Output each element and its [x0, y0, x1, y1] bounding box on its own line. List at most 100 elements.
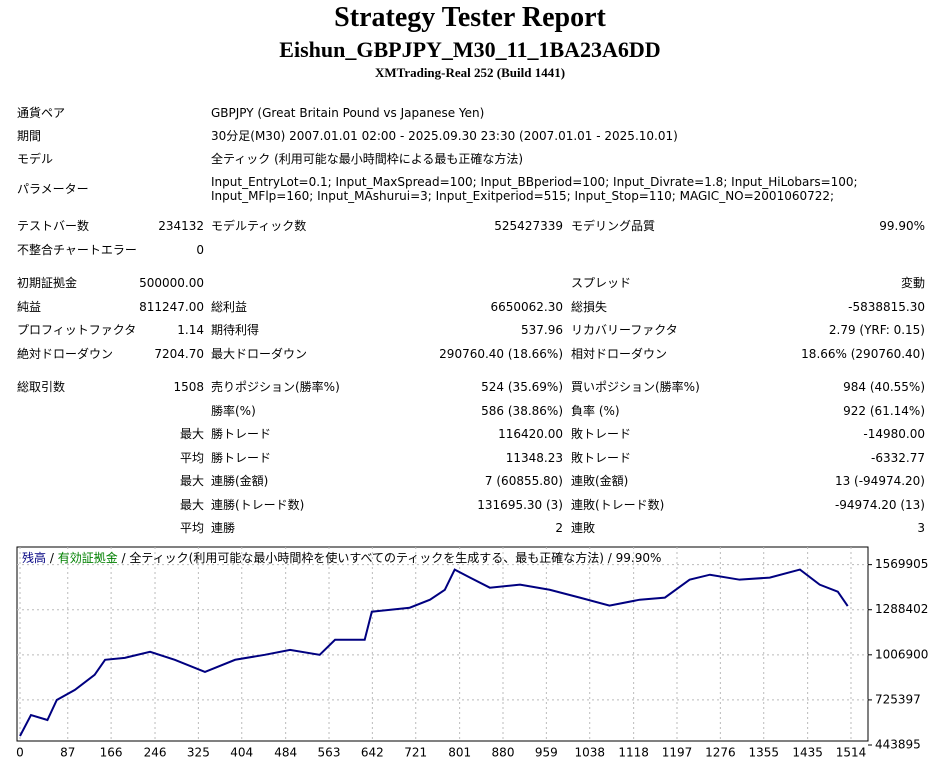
row-label: 総利益	[211, 300, 248, 314]
row-value: -94974.20 (13)	[834, 498, 925, 512]
y-tick-label: 1006900	[875, 647, 928, 661]
legend-item: 残高	[22, 550, 46, 565]
row-label: 期間	[17, 129, 42, 143]
row-label: 期待利得	[211, 323, 260, 337]
x-tick-label: 1435	[792, 746, 823, 760]
row-value: 290760.40 (18.66%)	[439, 347, 563, 361]
legend: 残高 / 有効証拠金 / 全ティック(利用可能な最小時間枠を使いすべてのティック…	[22, 550, 661, 565]
row-value: -14980.00	[863, 427, 925, 441]
row-value: 586 (38.86%)	[481, 404, 563, 418]
row-value: 全ティック (利用可能な最小時間枠による最も正確な方法)	[211, 152, 524, 166]
row-value: 500000.00	[139, 276, 204, 290]
row-value: 18.66% (290760.40)	[801, 347, 925, 361]
row-label: 不整合チャートエラー	[17, 243, 137, 257]
x-tick-label: 87	[60, 746, 75, 760]
x-tick-label: 642	[361, 746, 384, 760]
x-tick-label: 880	[492, 746, 515, 760]
row-value: 0	[196, 243, 204, 257]
row-value: GBPJPY (Great Britain Pound vs Japanese …	[211, 106, 485, 120]
y-tick-label: 1569905	[875, 557, 928, 571]
y-tick-label: 725397	[875, 692, 921, 706]
row-label: 絶対ドローダウン	[17, 347, 114, 361]
subtitle: Eishun_GBPJPY_M30_11_1BA23A6DD	[279, 37, 661, 62]
x-tick-label: 246	[144, 746, 167, 760]
row-label: 売りポジション(勝率%)	[211, 380, 340, 394]
row-value: 13 (-94974.20)	[834, 474, 925, 488]
row-value: 6650062.30	[490, 300, 563, 314]
row-value: -5838815.30	[848, 300, 925, 314]
row-value: 1508	[173, 380, 204, 394]
row-value: 537.96	[521, 323, 563, 337]
x-tick-label: 0	[16, 746, 24, 760]
x-tick-label: 1197	[662, 746, 693, 760]
row-label: 連敗(金額)	[571, 474, 629, 488]
row-label: 連敗(トレード数)	[571, 498, 665, 512]
title: Strategy Tester Report	[334, 2, 606, 33]
row-value: 1.14	[177, 323, 204, 337]
legend-item: /	[46, 551, 58, 565]
row-value: 11348.23	[505, 451, 563, 465]
row-label: リカバリーファクタ	[571, 323, 678, 337]
row-label: 初期証拠金	[17, 276, 78, 290]
row-value: 最大	[179, 498, 204, 512]
row-value: 2.79 (YRF: 0.15)	[828, 323, 925, 337]
row-value: 7204.70	[154, 347, 204, 361]
row-label: 敗トレード	[571, 451, 632, 465]
row-label: 敗トレード	[571, 427, 632, 441]
row-value: 116420.00	[498, 427, 563, 441]
x-tick-label: 1038	[574, 746, 605, 760]
x-tick-label: 484	[274, 746, 297, 760]
row-value: 811247.00	[139, 300, 204, 314]
build: XMTrading-Real 252 (Build 1441)	[374, 65, 566, 80]
x-tick-label: 325	[187, 746, 210, 760]
row-label: モデル	[17, 152, 54, 166]
row-value: 984 (40.55%)	[843, 380, 925, 394]
row-label: スプレッド	[571, 276, 632, 290]
legend-item: / 全ティック(利用可能な最小時間枠を使いすべてのティックを生成する、最も正確な…	[118, 550, 662, 565]
row-label: 連勝	[211, 521, 236, 535]
row-value: 変動	[900, 276, 925, 290]
row-value: 最大	[179, 474, 204, 488]
row-label: 買いポジション(勝率%)	[571, 380, 700, 394]
row-label: 勝トレード	[211, 427, 272, 441]
balance-line	[19, 568, 849, 737]
legend-item: 有効証拠金	[58, 550, 118, 565]
x-tick-label: 563	[318, 746, 341, 760]
x-tick-label: 166	[100, 746, 123, 760]
row-value: 524 (35.69%)	[481, 380, 563, 394]
row-label: プロフィットファクタ	[17, 323, 137, 337]
x-tick-label: 1355	[748, 746, 779, 760]
x-tick-label: 721	[404, 746, 427, 760]
row-label: 通貨ペア	[17, 106, 66, 120]
row-label: 勝率(%)	[211, 404, 256, 418]
plot-frame	[16, 546, 869, 742]
row-value: 525427339	[494, 219, 563, 233]
row-value: Input_EntryLot=0.1; Input_MaxSpread=100;…	[211, 175, 858, 203]
row-label: 連敗	[571, 521, 596, 535]
row-label: パラメーター	[17, 182, 89, 196]
row-label: 総取引数	[17, 380, 66, 394]
row-label: 総損失	[571, 300, 608, 314]
row-value: 131695.30 (3)	[477, 498, 563, 512]
y-tick-label: 1288402	[875, 602, 928, 616]
row-label: 負率 (%)	[571, 404, 620, 418]
row-label: モデリング品質	[571, 219, 656, 233]
y-tick-label: 443895	[875, 738, 921, 752]
x-tick-label: 404	[230, 746, 253, 760]
row-value: 2	[555, 521, 563, 535]
row-value: 234132	[158, 219, 204, 233]
row-value: 30分足(M30) 2007.01.01 02:00 - 2025.09.30 …	[211, 129, 678, 143]
row-label: テストバー数	[17, 219, 90, 233]
x-tick-label: 1276	[705, 746, 736, 760]
row-label: モデルティック数	[211, 219, 307, 233]
row-label: 連勝(金額)	[211, 474, 269, 488]
row-label: 最大ドローダウン	[211, 347, 308, 361]
row-value: 99.90%	[879, 219, 925, 233]
x-tick-label: 959	[535, 746, 558, 760]
row-value: 最大	[179, 427, 204, 441]
row-label: 連勝(トレード数)	[211, 498, 305, 512]
row-value: 平均	[179, 521, 204, 535]
x-tick-label: 801	[448, 746, 471, 760]
row-label: 純益	[17, 300, 42, 314]
